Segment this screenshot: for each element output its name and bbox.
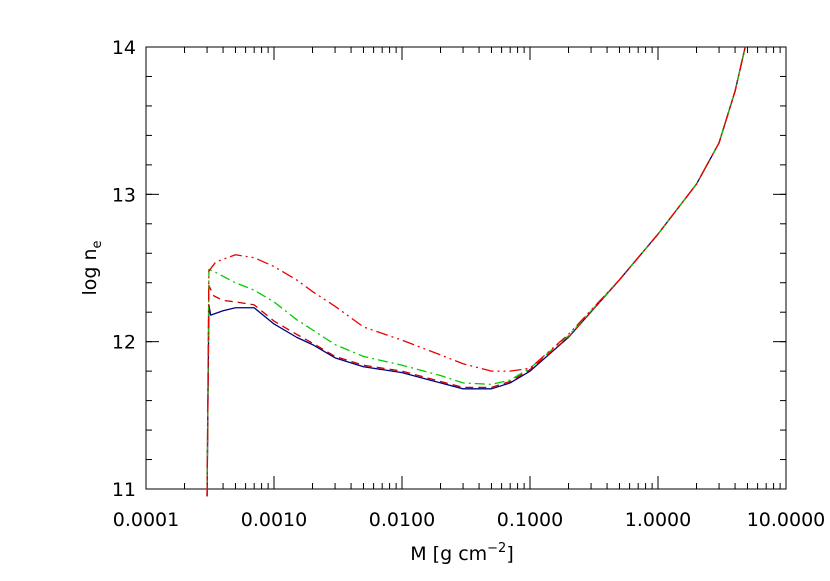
y-axis-label-subscript: e xyxy=(90,240,105,248)
y-tick-label: 14 xyxy=(112,37,136,59)
y-tick-label: 11 xyxy=(112,479,136,501)
x-tick-label: 1.0000 xyxy=(625,509,691,531)
series-line-3 xyxy=(206,46,746,497)
major-ticks xyxy=(145,46,787,490)
x-tick-label: 0.1000 xyxy=(497,509,563,531)
x-tick-label: 10.0000 xyxy=(747,509,826,531)
x-axis-label: M [g cm−2] xyxy=(410,541,514,565)
y-tick-label: 13 xyxy=(112,184,136,206)
y-tick-labels: 11 12 13 14 xyxy=(112,37,136,501)
x-tick-label: 0.0100 xyxy=(369,509,435,531)
plot-frame xyxy=(145,46,787,490)
minor-ticks xyxy=(146,47,786,490)
series-line-2 xyxy=(206,46,746,497)
x-axis-label-exponent: −2 xyxy=(487,541,506,556)
x-tick-label: 0.0001 xyxy=(113,509,179,531)
series-layer xyxy=(206,46,746,497)
y-tick-label: 12 xyxy=(112,332,136,354)
series-line-1 xyxy=(206,46,746,497)
x-axis-label-bracket: ] xyxy=(506,543,513,565)
x-tick-label: 0.0010 xyxy=(241,509,307,531)
x-tick-labels: 0.0001 0.0010 0.0100 0.1000 1.0000 10.0000 xyxy=(113,509,826,531)
y-axis-label: log ne xyxy=(79,240,105,295)
series-line-4 xyxy=(206,46,746,497)
